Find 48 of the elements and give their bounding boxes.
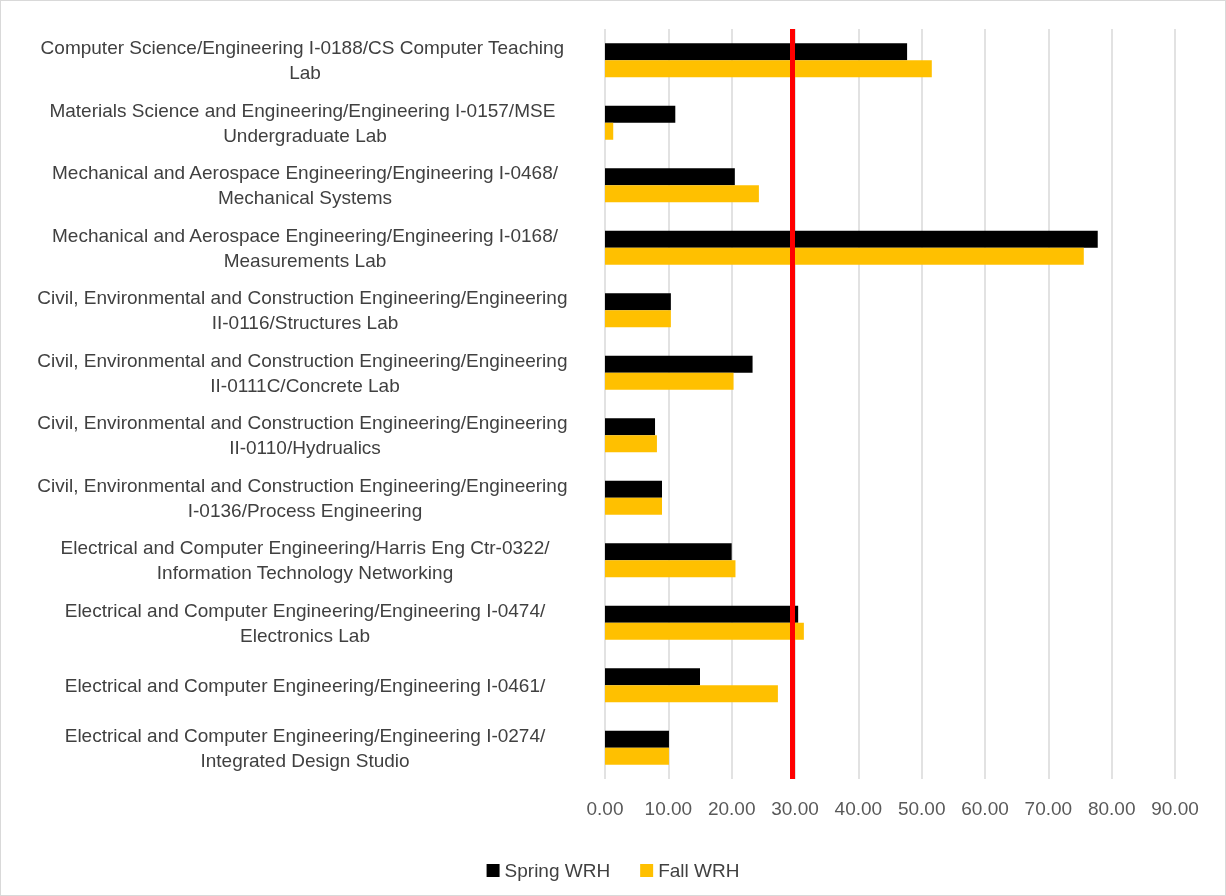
bar bbox=[605, 605, 799, 623]
x-tick-label: 80.00 bbox=[1087, 798, 1136, 819]
bar bbox=[605, 747, 669, 765]
y-tick-label: Civil, Environmental and Construction Engineering/Engineering II-0111C/Concrete Lab bbox=[37, 349, 573, 396]
y-tick-label: Mechanical and Aerospace Engineering/Engineering I-0168/Measurements Lab bbox=[52, 224, 559, 271]
y-tick-label: Mechanical and Aerospace Engineering/Engineering I-0468/Mechanical Systems bbox=[52, 162, 559, 209]
bar bbox=[605, 168, 735, 186]
x-tick-label: 30.00 bbox=[771, 798, 819, 819]
x-tick-label: 50.00 bbox=[897, 798, 946, 819]
x-tick-label: 40.00 bbox=[834, 798, 883, 819]
bar bbox=[605, 730, 669, 748]
legend-label: Fall WRH bbox=[658, 860, 740, 881]
bar bbox=[605, 355, 753, 373]
bar bbox=[605, 247, 1084, 265]
legend-label: Spring WRH bbox=[504, 860, 611, 881]
y-tick-label: Electrical and Computer Engineering/Engineering I-0274/Integrated Design Studio bbox=[64, 724, 546, 771]
bar bbox=[605, 668, 700, 686]
y-tick-label: Civil, Environmental and Construction Engineering/Engineering II-0110/Hydrualics bbox=[37, 412, 573, 459]
x-tick-label: 70.00 bbox=[1024, 798, 1073, 819]
bar bbox=[605, 418, 656, 436]
bar bbox=[605, 497, 662, 515]
y-tick-label: Materials Science and Engineering/Engineering I-0157/MSE Undergraduate Lab bbox=[49, 99, 561, 146]
bar bbox=[605, 230, 1098, 248]
bar bbox=[605, 435, 657, 453]
x-tick-label: 90.00 bbox=[1151, 798, 1199, 819]
y-tick-label: Electrical and Computer Engineering/Engineering I-0461/ bbox=[64, 674, 546, 696]
bar bbox=[605, 622, 804, 640]
x-tick-label: 60.00 bbox=[961, 798, 1009, 819]
bar bbox=[605, 293, 671, 311]
y-tick-label: Electrical and Computer Engineering/Harris Eng Ctr-0322/Information Technology Networking bbox=[60, 537, 551, 584]
bar bbox=[605, 60, 932, 78]
bar bbox=[605, 43, 908, 61]
x-tick-label: 0.00 bbox=[586, 798, 624, 819]
bar bbox=[605, 122, 614, 140]
bar bbox=[605, 105, 676, 123]
y-tick-label: Electrical and Computer Engineering/Engineering I-0474/Electronics Lab bbox=[64, 599, 546, 646]
bar bbox=[605, 560, 736, 578]
bar bbox=[605, 480, 662, 498]
y-tick-label: Civil, Environmental and Construction Engineering/Engineering II-0116/Structures Lab bbox=[37, 287, 573, 334]
bar bbox=[605, 372, 734, 390]
x-tick-label: 20.00 bbox=[707, 798, 756, 819]
x-tick-label: 10.00 bbox=[644, 798, 693, 819]
bar bbox=[605, 310, 671, 328]
bar bbox=[605, 543, 732, 561]
bar bbox=[605, 685, 778, 703]
y-tick-label: Computer Science/Engineering I-0188/CS Computer Teaching Lab bbox=[40, 37, 570, 84]
y-tick-label: Civil, Environmental and Construction Engineering/Engineering I-0136/Process Engineering bbox=[37, 474, 573, 521]
bar bbox=[605, 185, 759, 203]
